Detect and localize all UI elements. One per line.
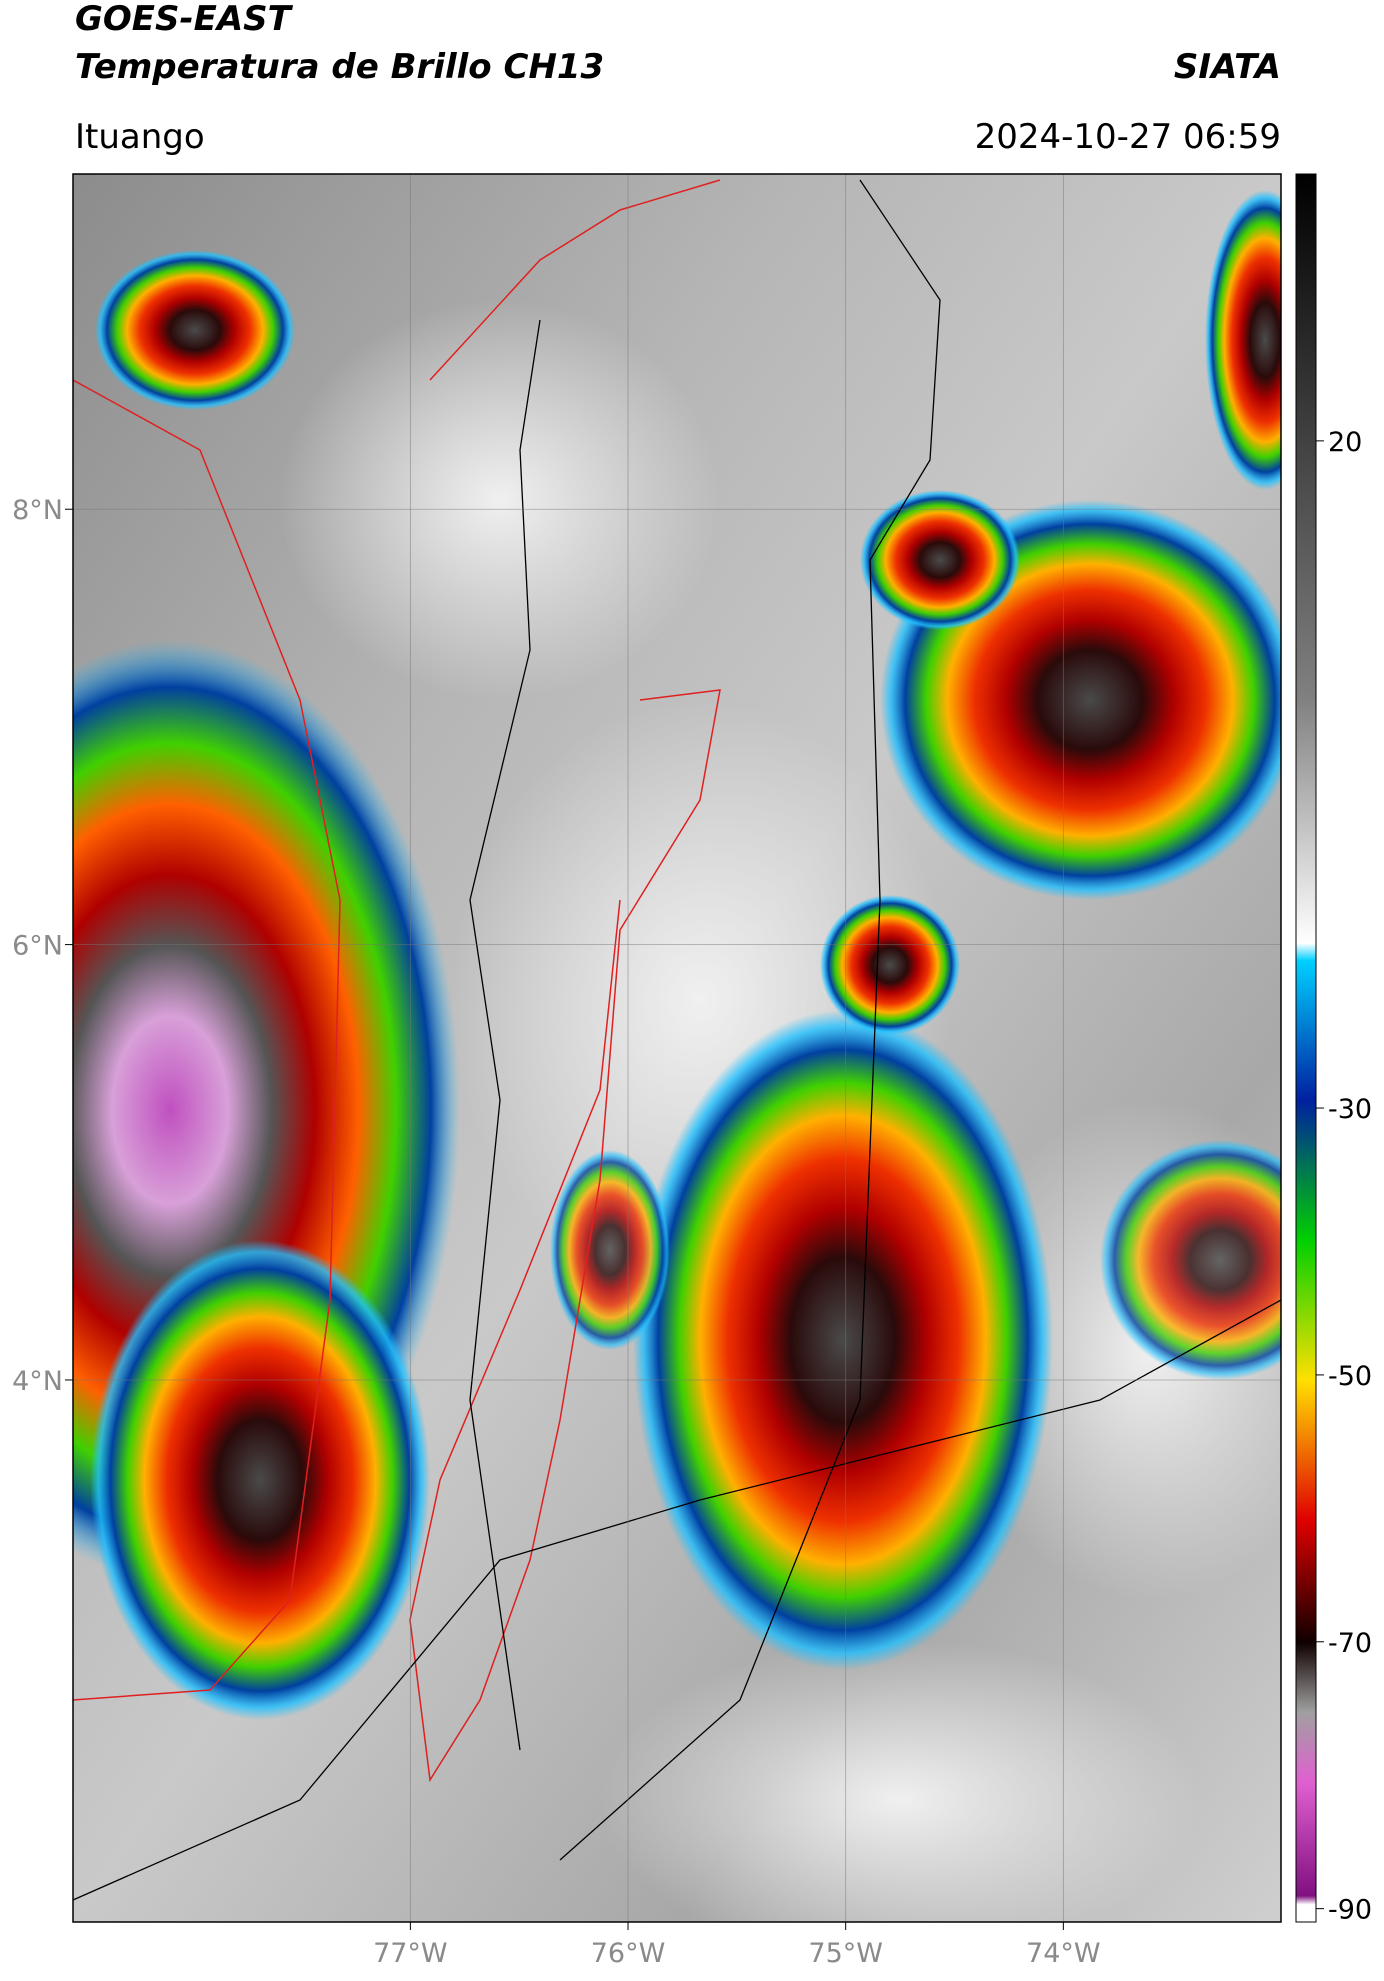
x-tick-label: 77°W <box>373 1938 448 1969</box>
colorbar-tick-label: -30 <box>1328 1094 1372 1125</box>
coastline <box>429 179 721 381</box>
x-tick-label: 74°W <box>1026 1938 1101 1969</box>
border <box>559 179 941 1861</box>
colorbar-tick-label: 20 <box>1328 427 1362 458</box>
x-tick-label: 75°W <box>808 1938 883 1969</box>
subtitle: Temperatura de Brillo CH13 <box>75 47 604 87</box>
location: Ituango <box>75 117 205 157</box>
coastline <box>73 379 341 1701</box>
y-tick-label: 4°N <box>12 1366 63 1397</box>
x-tick-label: 76°W <box>591 1938 666 1969</box>
colorbar-tick-label: -50 <box>1328 1361 1372 1392</box>
storm <box>1100 1140 1281 1380</box>
cloud <box>280 300 720 700</box>
storm <box>820 895 960 1035</box>
satellite-map <box>73 174 1281 1922</box>
datetime: 2024-10-27 06:59 <box>975 117 1281 157</box>
map-frame <box>72 173 1282 1923</box>
brand: SIATA <box>1174 47 1281 87</box>
storm <box>633 1010 1053 1670</box>
border <box>469 319 541 1751</box>
y-tick-label: 6°N <box>12 931 63 962</box>
border <box>73 1299 1281 1901</box>
colorbar-tick-label: -90 <box>1328 1895 1372 1926</box>
storm <box>95 250 295 410</box>
department-border <box>409 689 721 1783</box>
storm <box>550 1150 670 1350</box>
y-tick-label: 8°N <box>12 495 63 526</box>
title: GOES-EAST <box>75 0 294 39</box>
colorbar <box>1295 173 1317 1923</box>
colorbar-tick-label: -70 <box>1328 1628 1372 1659</box>
storm <box>90 1240 430 1720</box>
storm <box>1205 190 1281 490</box>
storm <box>860 490 1020 630</box>
cloud <box>600 1640 1200 1922</box>
